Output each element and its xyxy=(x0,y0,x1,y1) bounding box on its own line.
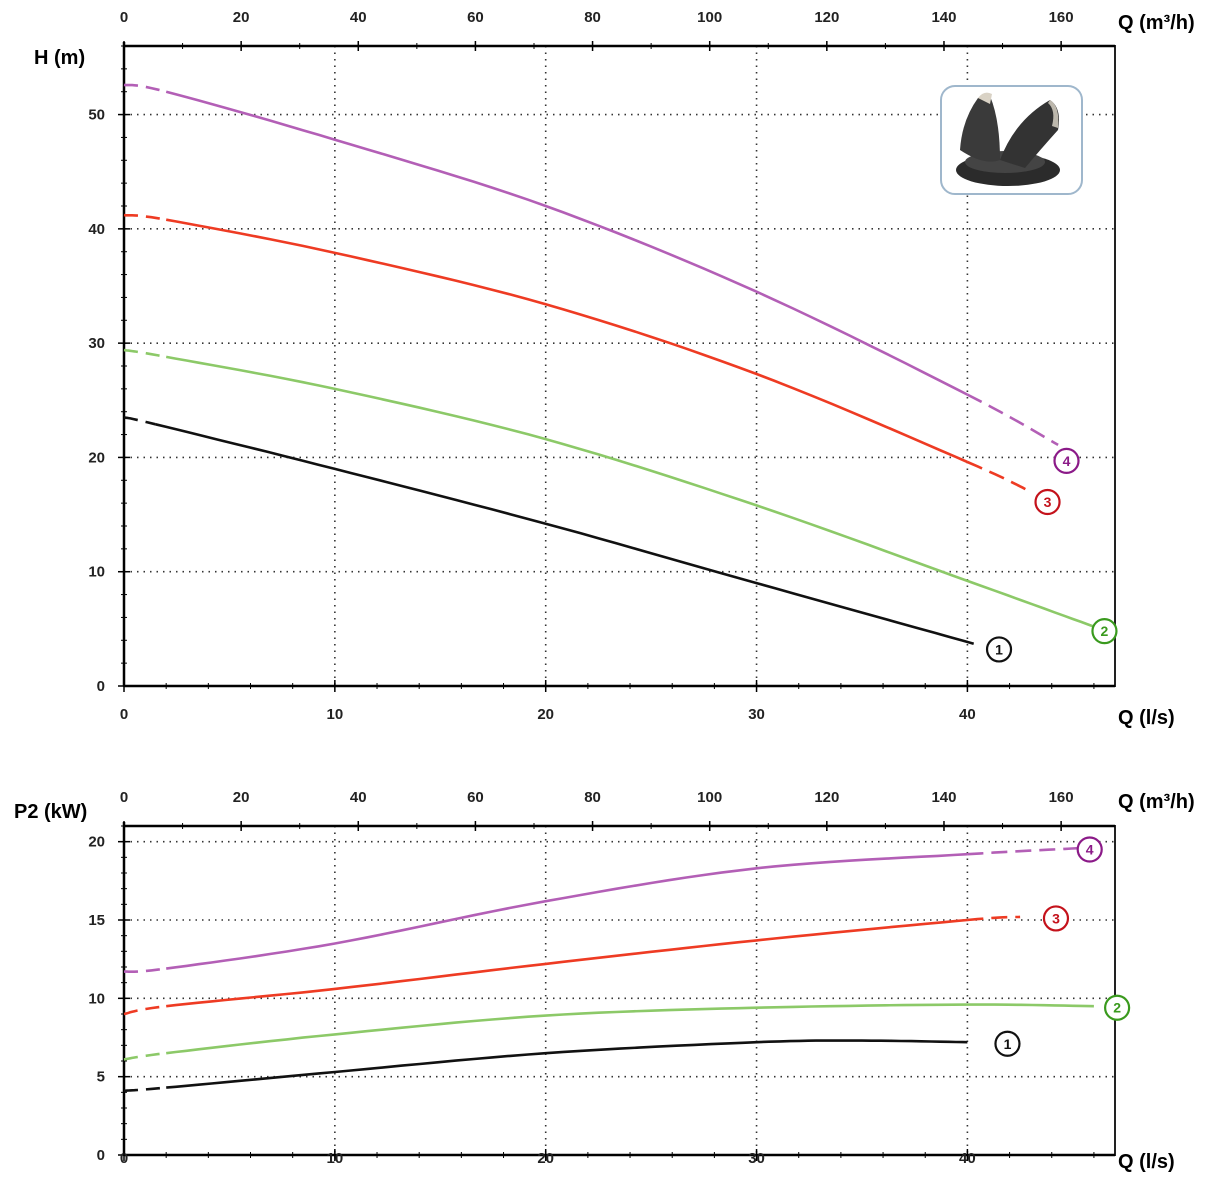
curve-2-dashed-start xyxy=(123,1051,167,1061)
y-axis-label: P2 (kW) xyxy=(14,801,87,823)
impeller-hub xyxy=(978,92,992,104)
curve-1-dashed-start xyxy=(123,416,156,426)
y-tick-label: 10 xyxy=(88,564,105,581)
curve-2 xyxy=(166,1003,1094,1055)
curve-label-text: 4 xyxy=(1063,453,1071,469)
curve-label-3: 3 xyxy=(1034,488,1061,516)
x2-tick-label: 80 xyxy=(584,9,601,26)
x2-tick-label: 20 xyxy=(233,9,250,26)
x-axis-label: Q (l/s) xyxy=(1118,707,1175,729)
curve-3 xyxy=(165,218,968,464)
x2-tick-label: 40 xyxy=(350,789,367,806)
x2-tick-label: 120 xyxy=(814,789,839,806)
curve-label-circle xyxy=(1076,836,1103,863)
curve-3-dashed-start xyxy=(123,213,167,221)
impeller-edge xyxy=(1048,100,1059,128)
chart-head: 0 10 20 30 40 50 0 10 20 30 40 0 20 40 60 80 100 120 140 16… xyxy=(34,9,1195,729)
curve-label-4: 4 xyxy=(1053,447,1080,474)
curve-3-dashed-end xyxy=(966,460,1032,493)
y-tick-label: 15 xyxy=(88,912,105,929)
x2-tick-label: 40 xyxy=(350,9,367,26)
x2-tick-label: 160 xyxy=(1049,789,1074,806)
curve-label-circle xyxy=(1053,447,1080,474)
y-tick-label: 5 xyxy=(97,1069,105,1086)
curve-label-text: 3 xyxy=(1044,494,1052,510)
x2-tick-label: 60 xyxy=(467,9,484,26)
curve-2-dashed-start xyxy=(123,348,167,359)
x2-tick-label: 80 xyxy=(584,789,601,806)
y-tick-label: 20 xyxy=(88,834,105,851)
y-tick-label: 10 xyxy=(88,990,105,1007)
y-tick-label: 0 xyxy=(97,1147,105,1164)
curve-label-circle xyxy=(985,636,1013,663)
impeller-icon xyxy=(940,85,1083,195)
curve-2 xyxy=(165,355,1095,628)
curve-1-dashed-start xyxy=(123,1086,167,1093)
chart-power: 0 5 10 15 20 0 10 20 30 40 0 20 40 60 80 100 120 140 160 Q … xyxy=(14,789,1195,1173)
curve-1 xyxy=(166,1039,968,1089)
plot-frame xyxy=(123,825,1116,1156)
x2-tick-label: 120 xyxy=(814,9,839,26)
curve-label-text: 2 xyxy=(1113,1000,1121,1016)
x2-tick-label: 100 xyxy=(697,789,722,806)
x-tick-label: 40 xyxy=(959,1150,976,1167)
x-tick-label: 10 xyxy=(327,1150,344,1167)
x-tick-label: 10 xyxy=(327,706,344,723)
x-tick-label: 20 xyxy=(537,706,554,723)
curve-label-text: 1 xyxy=(995,641,1003,657)
x2-tick-label: 0 xyxy=(120,789,128,806)
curve-label-2: 2 xyxy=(1104,994,1131,1021)
curve-3-dashed-start xyxy=(123,1004,167,1016)
curve-label-circle xyxy=(1104,994,1131,1021)
x-tick-label: 0 xyxy=(120,706,128,723)
x-tick-label: 40 xyxy=(959,706,976,723)
impeller-blade-left xyxy=(960,96,1000,162)
y-axis-label: H (m) xyxy=(34,47,85,69)
x2-tick-label: 160 xyxy=(1049,9,1074,26)
curve-label-circle xyxy=(994,1030,1021,1057)
curve-label-circle xyxy=(1034,488,1061,516)
curve-label-text: 1 xyxy=(1004,1036,1012,1052)
curve-4 xyxy=(166,852,968,970)
x2-axis-label: Q (m³/h) xyxy=(1118,791,1195,813)
curve-label-circle xyxy=(1042,905,1070,932)
curve-label-text: 4 xyxy=(1086,842,1094,858)
curve-label-1: 1 xyxy=(994,1030,1021,1057)
y-tick-label: 50 xyxy=(88,107,105,124)
curve-label-1: 1 xyxy=(985,636,1013,663)
curve-label-4: 4 xyxy=(1076,836,1103,863)
x2-tick-label: 0 xyxy=(120,9,128,26)
x2-tick-label: 60 xyxy=(467,789,484,806)
curve-3-dashed-end xyxy=(967,915,1021,922)
x2-tick-label: 20 xyxy=(233,789,250,806)
x2-tick-label: 140 xyxy=(931,9,956,26)
curve-4 xyxy=(165,90,968,396)
x2-tick-label: 140 xyxy=(931,789,956,806)
x2-tick-label: 100 xyxy=(697,9,722,26)
x-tick-label: 30 xyxy=(748,706,765,723)
curve-label-3: 3 xyxy=(1042,905,1070,932)
x-tick-label: 20 xyxy=(537,1150,554,1167)
curve-label-text: 3 xyxy=(1052,910,1060,926)
impeller-blade-right xyxy=(1000,100,1059,168)
curve-4-dashed-start xyxy=(123,83,167,93)
x2-axis-label: Q (m³/h) xyxy=(1118,12,1195,34)
x-tick-label: 30 xyxy=(748,1150,765,1167)
x-tick-label: 0 xyxy=(120,1150,128,1167)
y-tick-label: 40 xyxy=(88,221,105,238)
y-tick-label: 30 xyxy=(88,335,105,352)
curve-1 xyxy=(155,423,975,645)
curve-3 xyxy=(166,918,968,1008)
curve-label-circle xyxy=(1091,618,1118,645)
curve-label-2: 2 xyxy=(1091,618,1118,645)
curve-label-text: 2 xyxy=(1101,623,1109,639)
y-tick-label: 20 xyxy=(88,449,105,466)
curve-4-dashed-end xyxy=(966,393,1059,447)
y-tick-label: 0 xyxy=(97,678,105,695)
x-axis-label: Q (l/s) xyxy=(1118,1151,1175,1173)
curve-4-dashed-start xyxy=(123,967,167,973)
curve-4-dashed-end xyxy=(967,846,1084,856)
